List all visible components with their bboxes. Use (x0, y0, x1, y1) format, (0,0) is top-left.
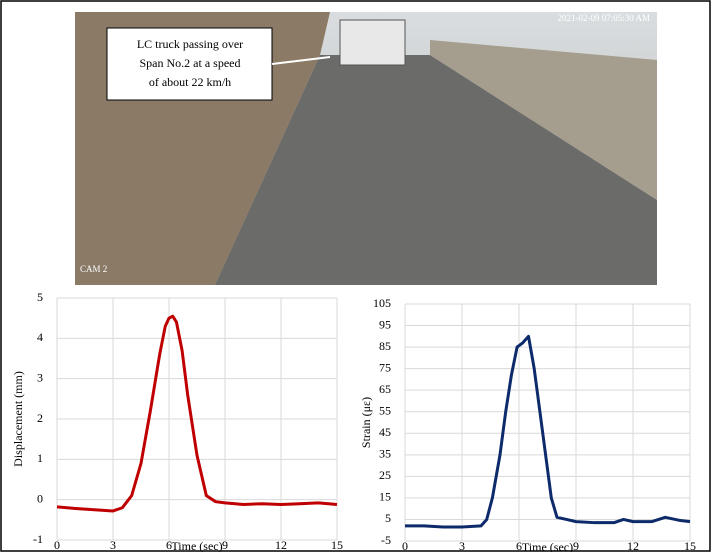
annotation-line: LC truck passing over (137, 37, 243, 51)
y-tick-label: -1 (33, 532, 43, 546)
x-tick-label: 9 (573, 539, 579, 552)
x-tick-label: 12 (627, 539, 639, 552)
x-tick-label: 3 (459, 539, 465, 552)
y-tick-label: 25 (379, 468, 391, 482)
y-tick-label: 85 (379, 339, 391, 353)
y-axis-label: Strain (με) (359, 397, 373, 448)
y-tick-label: 15 (379, 490, 391, 504)
camera-label: CAM 2 (80, 264, 107, 274)
x-tick-label: 0 (54, 538, 60, 552)
x-tick-label: 15 (331, 538, 343, 552)
y-tick-label: 35 (379, 447, 391, 461)
x-tick-label: 15 (684, 539, 696, 552)
x-tick-label: 0 (402, 539, 408, 552)
timestamp: 2021-02-09 07:05:30 AM (557, 13, 650, 23)
y-tick-label: 1 (37, 451, 43, 465)
x-axis-label: Time (sec) (171, 539, 222, 552)
annotation-line: Span No.2 at a speed (140, 56, 241, 70)
y-tick-label: 0 (37, 491, 43, 505)
y-tick-label: 2 (37, 411, 43, 425)
y-tick-label: 4 (37, 330, 43, 344)
x-axis-label: Time (sec) (522, 540, 573, 552)
y-tick-label: 3 (37, 370, 43, 384)
y-axis-label: Displacement (mm) (11, 371, 25, 467)
y-tick-label: 95 (379, 317, 391, 331)
x-tick-label: 12 (275, 538, 287, 552)
y-tick-label: 45 (379, 425, 391, 439)
y-tick-label: 65 (379, 382, 391, 396)
figure: LC truck passing over Span No.2 at a spe… (0, 0, 711, 552)
y-tick-label: 105 (373, 296, 391, 310)
y-tick-label: 75 (379, 360, 391, 374)
x-tick-label: 9 (222, 538, 228, 552)
photo: LC truck passing over Span No.2 at a spe… (75, 12, 657, 285)
y-tick-label: -5 (381, 533, 391, 547)
x-tick-label: 3 (110, 538, 116, 552)
truck (340, 20, 405, 65)
annotation-line: of about 22 km/h (149, 75, 231, 89)
y-tick-label: 5 (385, 511, 391, 525)
y-tick-label: 55 (379, 403, 391, 417)
y-tick-label: 5 (37, 290, 43, 304)
